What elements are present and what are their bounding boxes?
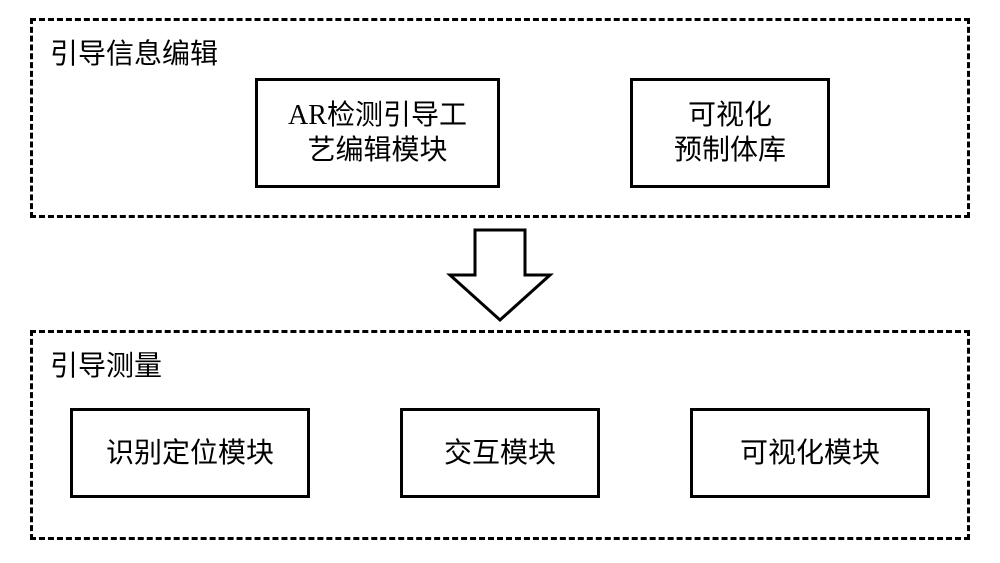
node-viz-label: 可视化模块 (740, 436, 880, 471)
node-loc-label: 识别定位模块 (106, 436, 274, 471)
node-viz: 可视化模块 (690, 408, 930, 498)
node-loc: 识别定位模块 (70, 408, 310, 498)
node-interact: 交互模块 (400, 408, 600, 498)
group-bottom-title: 引导测量 (50, 344, 162, 384)
node-interact-label: 交互模块 (444, 436, 556, 471)
diagram-canvas: 引导信息编辑 AR检测引导工 艺编辑模块 可视化 预制体库 引导测量 识别定位模… (0, 0, 1000, 563)
